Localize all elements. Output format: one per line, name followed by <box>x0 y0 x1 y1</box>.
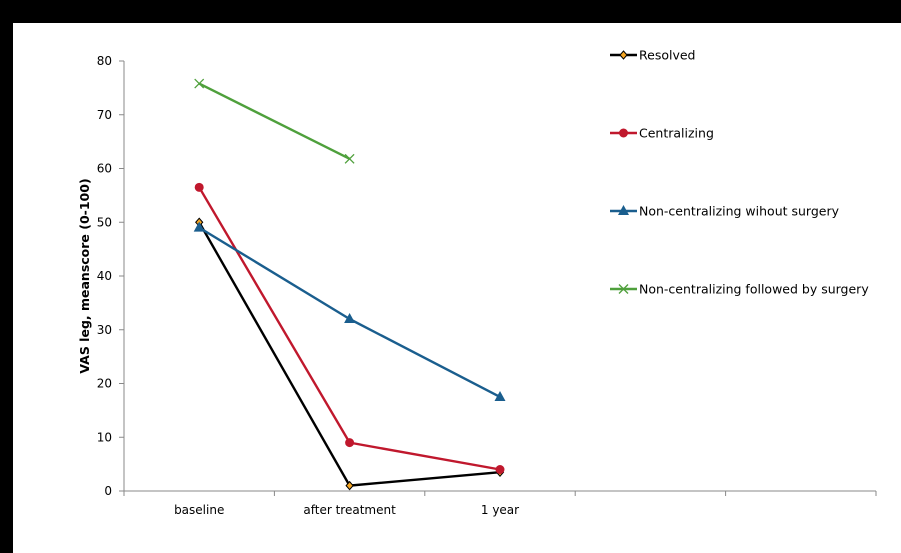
x-tick-label: after treatment <box>303 503 396 517</box>
legend-label: Non-centralizing wihout surgery <box>639 204 840 219</box>
legend-marker <box>619 128 628 138</box>
data-point <box>345 480 354 491</box>
data-point <box>344 313 356 323</box>
data-point <box>193 221 205 232</box>
data-point <box>495 465 505 474</box>
series-centralizing <box>194 182 505 474</box>
x-tick-label: baseline <box>174 503 224 517</box>
data-point <box>344 153 355 164</box>
series-group <box>193 78 506 491</box>
legend-item: Centralizing <box>610 126 714 141</box>
y-tick-label: 0 <box>104 484 112 498</box>
legend-item: Resolved <box>610 48 695 63</box>
y-tick-label: 20 <box>97 377 112 391</box>
legend-item: Non-centralizing wihout surgery <box>610 204 840 219</box>
legend-label: Resolved <box>639 48 695 63</box>
y-axis-label: VAS leg, meanscore (0-100) <box>77 178 92 373</box>
legend-marker <box>618 284 629 294</box>
legend: Resolved Centralizing Non-centralizing wih… <box>610 48 869 297</box>
y-tick-label: 60 <box>97 162 112 176</box>
data-point <box>345 438 355 448</box>
y-tick-label: 70 <box>97 108 112 122</box>
line-chart: 0 10 20 30 40 50 60 70 80 baseline after treatmen… <box>77 48 877 517</box>
y-tick-label: 10 <box>97 430 112 444</box>
data-point <box>194 182 204 192</box>
chart-canvas: 0 10 20 30 40 50 60 70 80 baseline after treatmen… <box>13 23 901 553</box>
data-point <box>494 390 506 401</box>
series-line <box>198 186 501 471</box>
legend-marker <box>619 50 628 60</box>
legend-label: Non-centralizing followed by surgery <box>639 282 869 297</box>
axes <box>119 60 877 496</box>
legend-label: Centralizing <box>639 126 714 141</box>
legend-item: Non-centralizing followed by surgery <box>610 282 869 297</box>
x-tick-label: 1 year <box>481 503 519 517</box>
y-tick-label: 50 <box>97 215 112 229</box>
x-tick-labels: baseline after treatment 1 year <box>174 503 519 517</box>
legend-marker <box>618 205 629 215</box>
series-non-centralizing-wihout-surgery <box>193 221 506 401</box>
series-non-centralizing-followed-by-surgery <box>194 78 355 164</box>
y-tick-labels: 0 10 20 30 40 50 60 70 80 <box>97 54 112 498</box>
data-point <box>194 78 205 89</box>
series-line <box>198 82 351 160</box>
y-tick-label: 30 <box>97 323 112 337</box>
y-tick-label: 40 <box>97 269 112 283</box>
y-tick-label: 80 <box>97 54 112 68</box>
series-line <box>198 226 501 399</box>
